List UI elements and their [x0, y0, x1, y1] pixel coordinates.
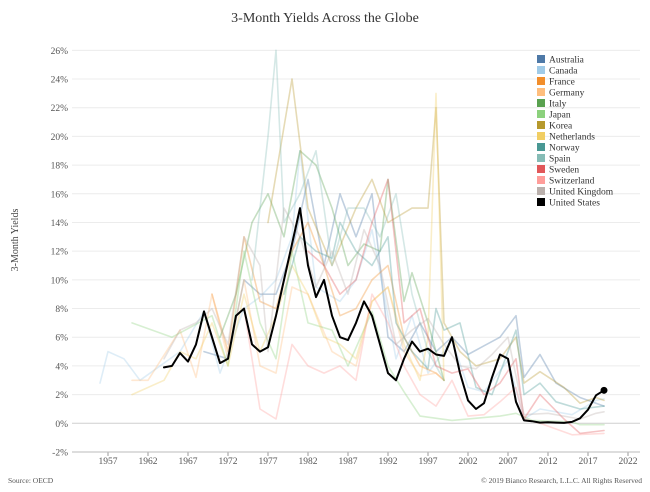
legend-label: Canada: [549, 67, 578, 77]
legend-swatch: [537, 121, 545, 129]
x-tick-label: 1982: [299, 457, 318, 467]
series-line-norway: [283, 221, 605, 410]
y-axis-label: 3-Month Yields: [10, 209, 21, 272]
y-tick-label: 12%: [51, 248, 69, 258]
legend-swatch: [537, 154, 545, 162]
series-line-sweden: [307, 178, 605, 435]
y-tick-label: 18%: [51, 162, 69, 172]
legend-swatch: [537, 88, 545, 96]
y-tick-label: 20%: [51, 133, 69, 143]
legend-swatch: [537, 198, 545, 206]
series-line-spain: [251, 49, 445, 382]
legend-label: United Kingdom: [549, 188, 614, 198]
legend-swatch: [537, 66, 545, 74]
series-line-united-kingdom: [163, 207, 605, 420]
legend-swatch: [537, 77, 545, 85]
y-tick-label: 8%: [55, 305, 68, 315]
legend-label: Sweden: [549, 166, 579, 176]
x-tick-label: 1977: [259, 457, 278, 467]
source-note: Source: OECD: [8, 476, 54, 485]
y-tick-label: 4%: [55, 362, 68, 372]
series-line-canada: [99, 150, 605, 420]
legend-label: Japan: [549, 111, 571, 121]
legend-label: United States: [549, 199, 600, 209]
x-tick-label: 2017: [579, 457, 598, 467]
y-tick-label: 6%: [55, 334, 68, 344]
copyright-note: © 2019 Bianco Research, L.L.C. All Right…: [481, 476, 642, 485]
y-tick-label: 0%: [55, 420, 68, 430]
legend-swatch: [537, 165, 545, 173]
legend-label: Switzerland: [549, 177, 595, 187]
x-axis: 1957 1962 1967 1972 1977 1982 1987 1992 1997 2002…: [72, 451, 640, 467]
legend-swatch: [537, 99, 545, 107]
x-tick-label: 1997: [419, 457, 438, 467]
y-tick-label: 26%: [51, 47, 69, 57]
series-line-united-states: [163, 207, 605, 424]
series-line-switzerland: [243, 293, 605, 436]
legend-label: Australia: [549, 56, 585, 66]
series-line-australia: [203, 178, 605, 407]
x-tick-label: 2012: [539, 457, 558, 467]
y-tick-label: -2%: [52, 449, 68, 459]
y-tick-label: 10%: [51, 276, 69, 286]
legend-label: Germany: [549, 89, 585, 99]
legend: AustraliaCanadaFranceGermanyItalyJapanKo…: [537, 55, 614, 209]
y-tick-label: 24%: [51, 76, 69, 86]
legend-label: Italy: [549, 100, 567, 110]
x-tick-label: 1962: [139, 457, 158, 467]
x-tick-label: 1992: [379, 457, 398, 467]
legend-swatch: [537, 110, 545, 118]
legend-swatch: [537, 143, 545, 151]
x-tick-label: 1957: [99, 457, 118, 467]
series-line-korea: [267, 78, 605, 404]
y-tick-label: 16%: [51, 190, 69, 200]
series-endpoint-united-states: [600, 386, 608, 394]
legend-swatch: [537, 132, 545, 140]
series-line-netherlands: [131, 92, 445, 396]
series-line-italy: [219, 150, 445, 382]
legend-swatch: [537, 55, 545, 63]
legend-label: Spain: [549, 155, 571, 165]
x-tick-label: 2007: [499, 457, 518, 467]
series-line-france: [211, 221, 445, 382]
series-layer: [99, 49, 608, 436]
x-tick-label: 2002: [459, 457, 478, 467]
y-tick-label: 14%: [51, 219, 69, 229]
x-tick-label: 2022: [619, 457, 638, 467]
legend-label: Korea: [549, 122, 573, 132]
series-line-germany: [131, 279, 445, 382]
y-tick-label: 22%: [51, 104, 69, 114]
legend-label: Norway: [549, 144, 580, 154]
x-tick-label: 1972: [219, 457, 238, 467]
legend-swatch: [537, 176, 545, 184]
x-tick-label: 1987: [339, 457, 358, 467]
y-tick-label: 2%: [55, 391, 68, 401]
legend-label: France: [549, 78, 575, 88]
chart-title: 3-Month Yields Across the Globe: [231, 11, 419, 26]
legend-swatch: [537, 187, 545, 195]
series-line-japan: [131, 250, 605, 426]
x-tick-label: 1967: [179, 457, 198, 467]
y-axis: -2% 0% 2% 4% 6% 8% 10% 12% 14% 16% 18% 20% 22% 24% 26%: [51, 47, 69, 459]
gridlines: [72, 49, 640, 453]
legend-label: Netherlands: [549, 133, 595, 143]
